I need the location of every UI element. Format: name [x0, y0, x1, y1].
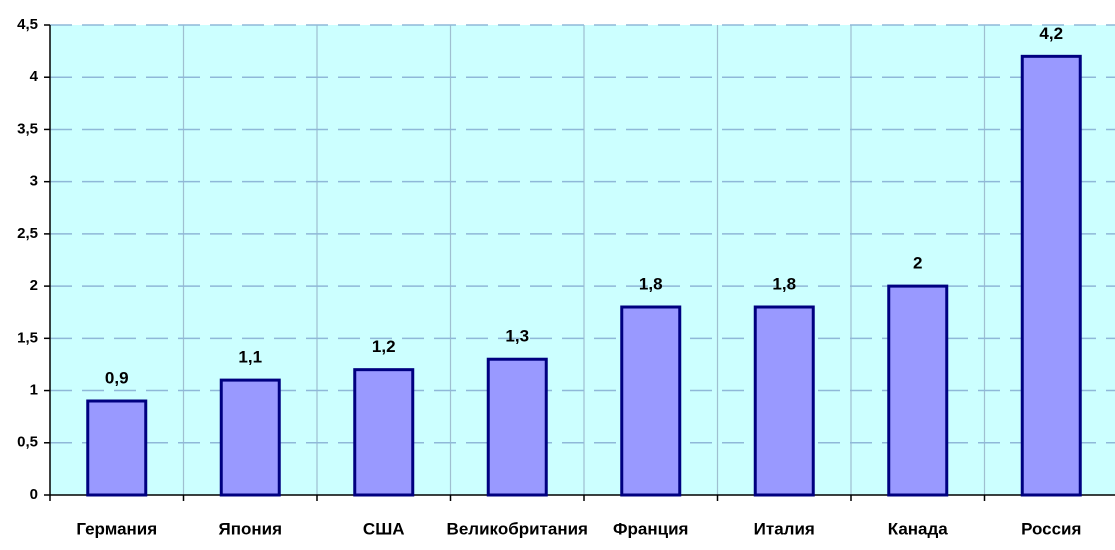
value-label: 2	[913, 254, 922, 273]
x-tick-label: Япония	[218, 519, 282, 538]
y-tick-label: 4,5	[17, 16, 38, 33]
bar	[86, 399, 148, 497]
bar	[887, 284, 949, 497]
y-tick-label: 4	[30, 68, 39, 85]
bar	[753, 305, 815, 497]
value-label: 1,8	[639, 274, 663, 293]
y-tick-label: 1,5	[17, 329, 38, 346]
x-tick-label: США	[363, 519, 405, 538]
plot-area	[50, 25, 1115, 495]
x-tick-label: Россия	[1021, 519, 1081, 538]
bar	[353, 368, 415, 497]
value-label: 4,2	[1039, 24, 1063, 43]
bar	[620, 305, 682, 497]
value-label: 0,9	[105, 368, 129, 387]
x-tick-label: Германия	[76, 519, 157, 538]
value-label: 1,8	[772, 274, 796, 293]
y-tick-label: 3,5	[17, 120, 38, 137]
y-tick-label: 2	[30, 277, 38, 294]
value-label: 1,1	[238, 348, 262, 367]
y-tick-label: 3	[30, 173, 38, 190]
y-tick-label: 1	[30, 382, 38, 399]
x-tick-label: Италия	[754, 519, 815, 538]
value-label: 1,2	[372, 337, 396, 356]
y-tick-label: 2,5	[17, 225, 38, 242]
bar	[1020, 54, 1082, 497]
x-tick-label: Великобритания	[447, 519, 588, 538]
bar	[486, 357, 548, 497]
value-label: 1,3	[505, 327, 529, 346]
y-tick-label: 0	[30, 486, 38, 503]
x-tick-label: Канада	[888, 519, 949, 538]
y-tick-label: 0,5	[17, 434, 38, 451]
bar	[219, 378, 281, 497]
x-tick-label: Франция	[613, 519, 688, 538]
